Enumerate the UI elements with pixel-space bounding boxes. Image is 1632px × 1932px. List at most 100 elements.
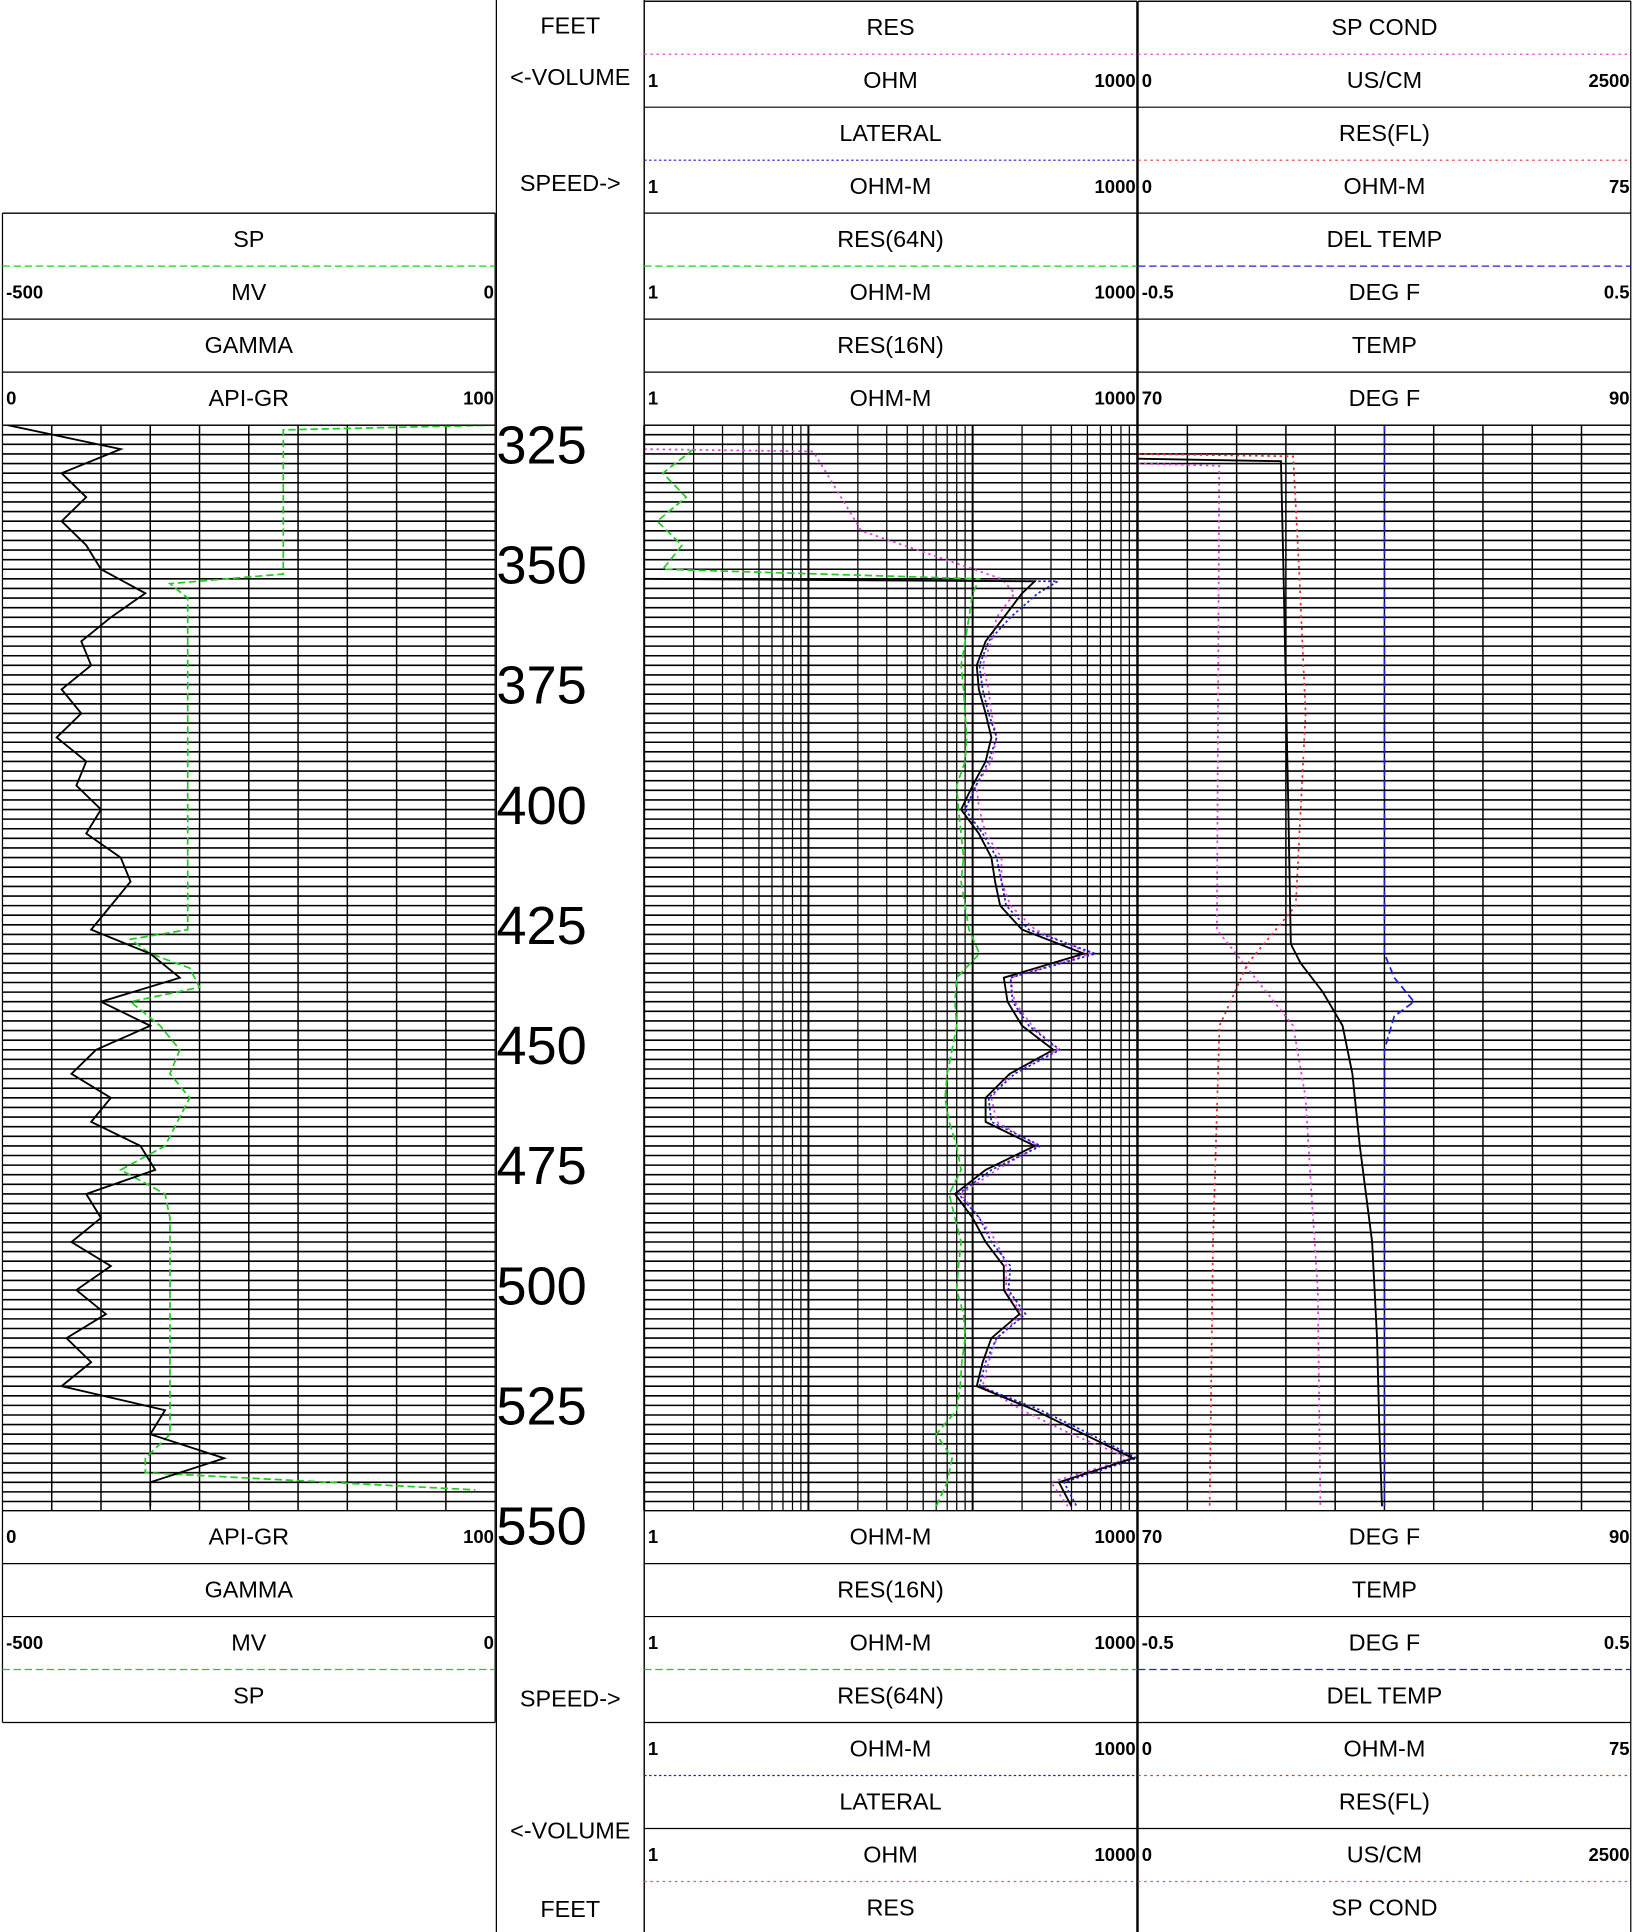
curve-name: SP COND [1331,1894,1437,1920]
curve [644,577,1136,1507]
plot-area [2,425,1631,1511]
scale-max: 2500 [1588,70,1629,91]
scale-max: 0.5 [1604,282,1630,303]
curve-name: SP [233,226,264,252]
scale-min: 1 [648,176,658,197]
curve [7,425,228,1507]
curve-unit: DEG F [1349,1629,1420,1655]
curve-name: RES(64N) [837,226,944,252]
scale-min: 70 [1142,1526,1163,1547]
scale-max: 90 [1609,1526,1630,1547]
scale-min: 0 [6,388,16,409]
curve [1138,457,1383,1507]
curve-name: RES(FL) [1339,120,1430,146]
curve-name: LATERAL [839,1788,941,1814]
scale-max: 1000 [1095,282,1136,303]
scale-max: 2500 [1588,1844,1629,1865]
depth-header: <-VOLUME [510,64,630,90]
scale-min: -0.5 [1142,1632,1174,1653]
depth-header: FEET [540,12,600,38]
scale-min: -0.5 [1142,282,1174,303]
scale-min: 1 [648,1526,658,1547]
curve-unit: OHM-M [1344,1735,1426,1761]
curve-name: RES [866,1894,914,1920]
curve-unit: OHM-M [1344,173,1426,199]
scale-max: 75 [1609,1738,1630,1759]
curve-unit: US/CM [1347,1841,1422,1867]
scale-max: 75 [1609,176,1630,197]
curve [655,448,981,1507]
curve-name: LATERAL [839,120,941,146]
scale-max: 0 [484,282,494,303]
depth-footer: FEET [540,1896,600,1922]
curve-unit: OHM [863,1841,918,1867]
curve-name: TEMP [1352,332,1417,358]
scale-min: -500 [6,282,43,303]
depth-label: 475 [496,1136,586,1196]
curve-unit: US/CM [1347,67,1422,93]
scale-min: 0 [1142,1738,1152,1759]
curve-name: RES(FL) [1339,1788,1430,1814]
depth-label: 425 [496,896,586,956]
curve-unit: API-GR [209,385,290,411]
curve-unit: OHM-M [850,279,932,305]
depth-footer: SPEED-> [520,1686,621,1712]
curve-name: RES(16N) [837,1576,944,1602]
scale-max: 1000 [1095,1844,1136,1865]
curve-unit: DEG F [1349,279,1420,305]
curve-name: GAMMA [205,1576,294,1602]
scale-max: 1000 [1095,1632,1136,1653]
scale-min: 0 [1142,176,1152,197]
curve-unit: API-GR [209,1524,290,1550]
scale-max: 1000 [1095,1526,1136,1547]
depth-label: 400 [496,776,586,836]
depth-label: 375 [496,656,586,716]
depth-footer: <-VOLUME [510,1817,630,1843]
curve-name: RES [866,14,914,40]
curve-unit: DEG F [1349,1524,1420,1550]
curve-name: RES(16N) [837,332,944,358]
curve-unit: OHM-M [850,1735,932,1761]
scale-min: -500 [6,1632,43,1653]
curve-unit: OHM-M [850,173,932,199]
scale-max: 100 [463,388,494,409]
scale-min: 1 [648,1844,658,1865]
curve-unit: OHM-M [850,385,932,411]
curve-name: RES(64N) [837,1682,944,1708]
scale-max: 0.5 [1604,1632,1630,1653]
curve-name: SP COND [1331,14,1437,40]
curve-name: DEL TEMP [1327,226,1443,252]
curve [1138,462,1322,1507]
scale-min: 70 [1142,388,1163,409]
depth-header: SPEED-> [520,170,621,196]
curve-unit: MV [231,279,266,305]
curve [644,577,1140,1507]
scale-min: 0 [1142,70,1152,91]
scale-min: 0 [1142,1844,1152,1865]
scale-min: 1 [648,1738,658,1759]
curve-unit: OHM-M [850,1629,932,1655]
curve [1138,453,1307,1507]
curve-name: SP [233,1682,264,1708]
depth-label: 525 [496,1376,586,1436]
curve [118,425,496,1491]
curve-unit: OHM [863,67,918,93]
scale-min: 1 [648,282,658,303]
scale-max: 0 [484,1632,494,1653]
scale-max: 1000 [1095,1738,1136,1759]
curve-unit: OHM-M [850,1524,932,1550]
scale-max: 1000 [1095,388,1136,409]
scale-max: 90 [1609,388,1630,409]
scale-max: 100 [463,1526,494,1547]
curve-name: DEL TEMP [1327,1682,1443,1708]
curve-name: TEMP [1352,1576,1417,1602]
curve-unit: DEG F [1349,385,1420,411]
depth-label: 325 [496,415,586,475]
scale-min: 0 [6,1526,16,1547]
scale-min: 1 [648,1632,658,1653]
curve-unit: MV [231,1629,266,1655]
depth-label: 550 [496,1497,586,1557]
depth-label: 350 [496,536,586,596]
